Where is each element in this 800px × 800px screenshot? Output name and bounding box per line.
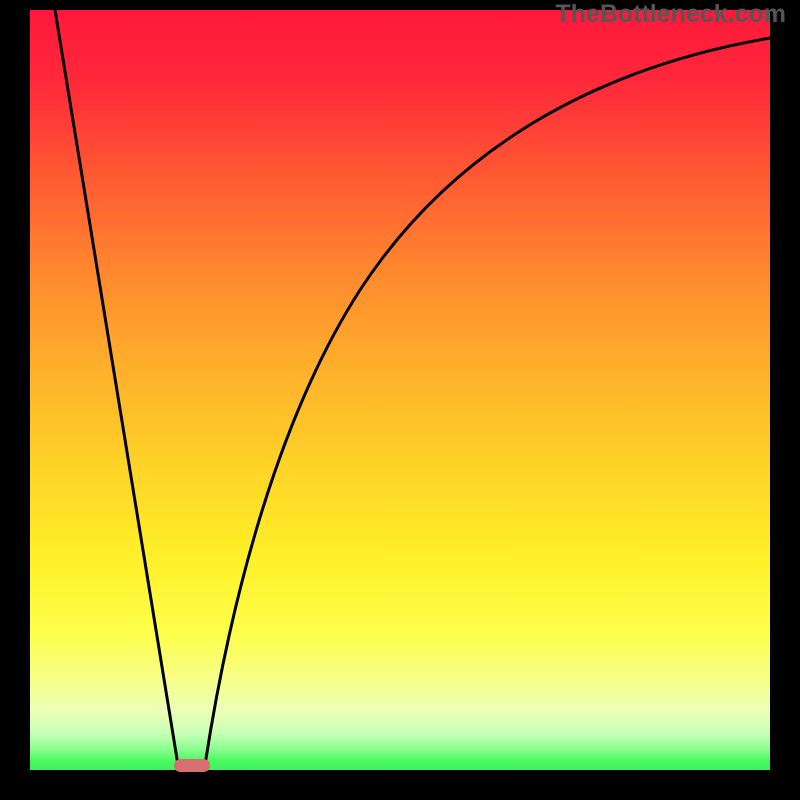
curve-right-segment bbox=[205, 38, 770, 765]
curve-left-segment bbox=[55, 10, 178, 765]
watermark-text: TheBottleneck.com bbox=[555, 0, 786, 29]
plot-area bbox=[30, 10, 770, 770]
optimal-point-marker bbox=[174, 759, 210, 772]
chart-frame: TheBottleneck.com bbox=[0, 0, 800, 800]
curve-layer bbox=[30, 10, 770, 770]
